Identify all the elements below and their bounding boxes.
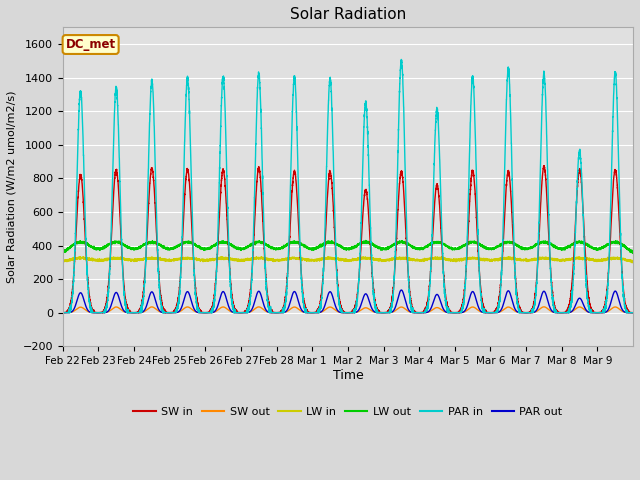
LW in — [315, 257, 323, 263]
LW in — [487, 257, 495, 263]
Line: LW out: LW out — [63, 240, 633, 253]
SW out — [487, 310, 495, 315]
SW in — [487, 310, 495, 315]
Line: PAR out: PAR out — [63, 290, 633, 312]
Title: Solar Radiation: Solar Radiation — [290, 7, 406, 22]
LW out — [487, 245, 495, 251]
PAR in — [487, 310, 495, 315]
Y-axis label: Solar Radiation (W/m2 umol/m2/s): Solar Radiation (W/m2 umol/m2/s) — [7, 91, 17, 283]
PAR in — [234, 310, 242, 315]
PAR out — [556, 310, 564, 315]
LW out — [628, 251, 636, 256]
SW out — [315, 310, 323, 315]
SW out — [207, 310, 214, 315]
PAR in — [79, 127, 86, 133]
LW in — [59, 259, 67, 265]
Line: SW in: SW in — [63, 166, 633, 312]
Line: LW in: LW in — [63, 257, 633, 263]
SW in — [59, 310, 67, 315]
LW in — [556, 258, 564, 264]
PAR out — [234, 310, 242, 315]
PAR out — [487, 310, 495, 315]
SW in — [234, 310, 242, 315]
SW out — [629, 310, 637, 315]
PAR out — [397, 287, 405, 293]
PAR out — [207, 310, 214, 315]
LW out — [59, 250, 67, 255]
X-axis label: Time: Time — [333, 369, 364, 382]
LW in — [628, 260, 636, 265]
SW in — [540, 163, 548, 168]
LW in — [218, 254, 225, 260]
SW out — [59, 310, 67, 315]
Line: SW out: SW out — [63, 307, 633, 312]
SW out — [556, 310, 564, 315]
LW out — [629, 249, 637, 254]
LW out — [315, 244, 323, 250]
LW out — [362, 238, 369, 243]
PAR in — [315, 310, 323, 315]
LW out — [207, 245, 214, 251]
PAR out — [59, 310, 67, 315]
PAR out — [79, 293, 86, 299]
SW in — [90, 310, 98, 315]
Legend: SW in, SW out, LW in, LW out, PAR in, PAR out: SW in, SW out, LW in, LW out, PAR in, PA… — [129, 403, 567, 422]
SW in — [556, 310, 564, 315]
LW in — [79, 255, 86, 261]
LW in — [629, 259, 637, 264]
Line: PAR in: PAR in — [63, 60, 633, 312]
SW in — [315, 307, 323, 313]
SW out — [79, 305, 86, 311]
SW in — [207, 308, 214, 313]
PAR out — [629, 310, 637, 315]
PAR out — [315, 310, 323, 315]
PAR in — [207, 309, 214, 315]
LW out — [79, 240, 86, 245]
LW in — [234, 257, 242, 263]
Text: DC_met: DC_met — [65, 38, 116, 51]
PAR in — [629, 310, 637, 315]
SW in — [79, 189, 86, 194]
PAR in — [556, 310, 564, 315]
LW out — [234, 245, 242, 251]
SW out — [540, 304, 548, 310]
LW in — [207, 257, 214, 263]
LW out — [556, 246, 564, 252]
PAR in — [65, 310, 73, 315]
PAR in — [59, 310, 67, 315]
PAR in — [397, 57, 405, 62]
SW in — [629, 310, 637, 315]
SW out — [234, 310, 242, 315]
